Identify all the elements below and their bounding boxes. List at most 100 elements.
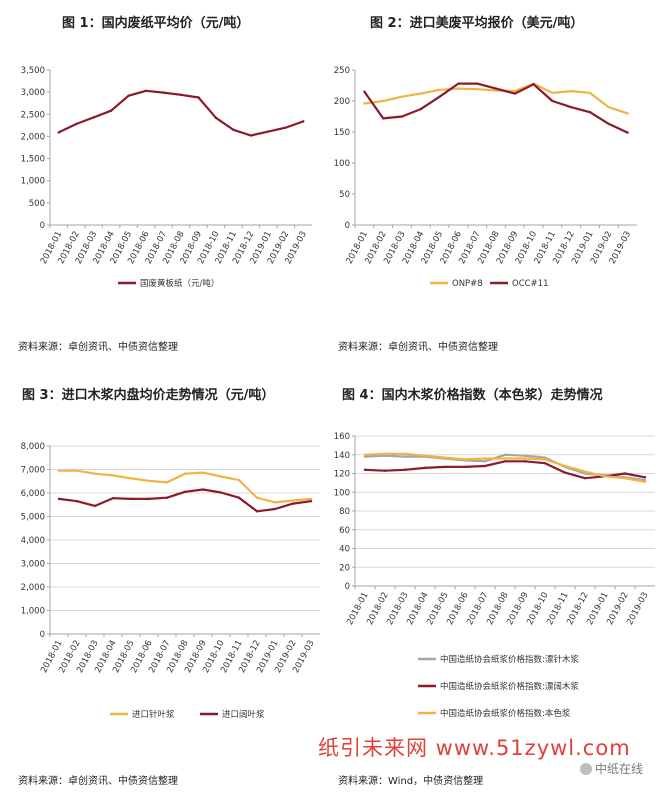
fig4-series-2-point bbox=[443, 465, 447, 469]
fig2-series-2-point bbox=[457, 82, 460, 85]
brand-text: 中纸在线 bbox=[595, 762, 644, 776]
fig1-series-1-point bbox=[75, 122, 78, 126]
fig1-y-tick-label: 500 bbox=[29, 199, 45, 209]
fig2-series-2-point bbox=[419, 107, 422, 111]
fig3-series-2-point bbox=[129, 497, 133, 501]
fig1-series-1-point bbox=[179, 93, 183, 96]
fig4-series-2-point bbox=[643, 476, 647, 479]
fig2-series-2-point bbox=[532, 83, 535, 86]
fig2-series-2-point bbox=[588, 110, 592, 114]
fig1-series-1-point bbox=[232, 128, 235, 131]
fig3-series-2-point bbox=[219, 491, 223, 494]
fig1-series-1-point bbox=[249, 134, 253, 137]
fig3-series-2-point bbox=[201, 488, 205, 491]
fig4-legend-label: 中国造纸协会纸浆价格指数:本色浆 bbox=[440, 708, 571, 719]
fig2-legend-label: ONP#8 bbox=[452, 279, 483, 289]
fig4-series-1-point bbox=[543, 456, 547, 459]
fig4-series-3-point bbox=[583, 470, 587, 473]
fig4-series-3-point bbox=[643, 480, 647, 484]
fig4-series-2-point bbox=[483, 464, 487, 468]
fig3-series-1-point bbox=[183, 472, 187, 475]
fig3-series-1-point bbox=[219, 475, 223, 478]
fig4-series-2-point bbox=[363, 468, 367, 471]
fig1-series-1-point bbox=[162, 91, 165, 94]
fig1-y-tick-label: 3,000 bbox=[21, 88, 45, 98]
fig1-title: 图 1：国内废纸平均价（元/吨） bbox=[62, 16, 250, 31]
fig3-y-tick-label: 3,000 bbox=[21, 560, 45, 570]
fig4-y-tick-label: 120 bbox=[334, 470, 350, 480]
fig4-series-1-point bbox=[383, 454, 387, 457]
fig1-series-1-point bbox=[267, 130, 270, 133]
fig2-y-tick-label: 250 bbox=[334, 66, 350, 76]
fig2-legend-label: OCC#11 bbox=[512, 279, 549, 289]
fig3-y-tick-label: 5,000 bbox=[21, 513, 45, 523]
fig2-series-2-point bbox=[494, 87, 498, 90]
fig1-y-tick-label: 3,500 bbox=[21, 66, 45, 76]
fig4-chart: 0204060801001201401602018-012018-022018-… bbox=[334, 432, 655, 719]
fig2-series-1-point bbox=[419, 92, 422, 95]
fig1-series-1-point bbox=[92, 116, 95, 119]
fig4-series-2-point bbox=[383, 469, 387, 472]
fig4-series-3-point bbox=[483, 457, 487, 460]
fig3-series-line-1 bbox=[59, 469, 312, 504]
fig4-series-1-point bbox=[643, 478, 647, 482]
fig3-series-2-point bbox=[147, 497, 151, 501]
fig4-series-3-point bbox=[603, 475, 607, 478]
fig4-source: 资料来源：Wind，中债资信整理 bbox=[338, 776, 484, 787]
fig2-series-2-point bbox=[570, 106, 573, 109]
fig3-series-1-point bbox=[291, 499, 295, 502]
fig4-series-2-point bbox=[403, 468, 407, 471]
fig2-series-1-point bbox=[438, 88, 441, 92]
fig3-series-1-point bbox=[309, 497, 313, 501]
fig1-series-1-point bbox=[109, 109, 113, 112]
fig4-series-2-point bbox=[583, 476, 587, 480]
fig3-y-tick-label: 2,000 bbox=[21, 583, 45, 593]
fig3-y-tick-label: 7,000 bbox=[21, 466, 45, 476]
fig1-source: 资料来源：卓创资讯、中债资信整理 bbox=[18, 342, 178, 353]
fig3-series-2-point bbox=[111, 496, 115, 500]
fig3-series-1-point bbox=[273, 501, 277, 504]
fig4-series-1-point bbox=[523, 454, 527, 457]
fig2-series-2-point bbox=[382, 117, 385, 120]
fig3-y-tick-label: 4,000 bbox=[21, 536, 45, 546]
fig3-title: 图 3：进口木浆内盘均价走势情况（元/吨） bbox=[22, 388, 275, 403]
fig4-y-tick-label: 60 bbox=[339, 526, 350, 536]
fig3-series-2-point bbox=[93, 504, 97, 508]
fig4-series-1-point bbox=[363, 455, 367, 458]
fig2-chart: 0501001502002502018-012018-022018-032018… bbox=[334, 66, 637, 289]
fig2-series-1-point bbox=[551, 91, 554, 95]
fig4-title: 图 4：国内木浆价格指数（本色浆）走势情况 bbox=[342, 388, 603, 403]
fig4-series-1-point bbox=[403, 455, 407, 458]
fig2-series-2-point bbox=[626, 131, 629, 134]
fig3-series-1-point bbox=[75, 469, 79, 472]
fig4-series-2-point bbox=[543, 461, 547, 465]
fig3-series-2-point bbox=[291, 502, 295, 505]
fig2-series-1-point bbox=[476, 88, 479, 91]
fig3-series-2-point bbox=[273, 507, 277, 511]
fig1-y-tick-label: 1,000 bbox=[21, 177, 45, 187]
wechat-icon bbox=[580, 763, 592, 775]
fig1-y-tick-label: 0 bbox=[40, 221, 45, 231]
fig2-series-2-point bbox=[551, 99, 554, 103]
fig4-series-3-point bbox=[383, 452, 387, 456]
fig4-legend-label: 中国造纸协会纸浆价格指数:漂阔木浆 bbox=[440, 681, 579, 692]
fig3-series-2-point bbox=[183, 490, 187, 494]
brand-mark: 中纸在线 bbox=[580, 760, 643, 777]
fig2-y-tick-label: 100 bbox=[334, 159, 350, 169]
fig4-y-tick-label: 80 bbox=[339, 507, 350, 517]
fig1-series-1-point bbox=[302, 120, 305, 123]
fig1-series-1-point bbox=[57, 131, 60, 134]
fig4-series-3-point bbox=[423, 454, 427, 457]
fig2-series-2-point bbox=[607, 122, 610, 126]
fig2-y-tick-label: 50 bbox=[339, 190, 350, 200]
fig4-series-3-point bbox=[443, 456, 447, 459]
fig1-series-line-1 bbox=[58, 89, 304, 137]
fig1-series-1-point bbox=[127, 94, 130, 97]
fig1-y-tick-label: 2,000 bbox=[21, 132, 45, 142]
fig3-y-tick-label: 8,000 bbox=[21, 442, 45, 452]
fig4-series-2-point bbox=[623, 472, 627, 475]
fig3-series-1-point bbox=[201, 471, 205, 474]
fig3-series-2-point bbox=[165, 496, 169, 499]
fig4-y-tick-label: 100 bbox=[334, 488, 350, 498]
fig2-series-2-point bbox=[363, 90, 366, 93]
